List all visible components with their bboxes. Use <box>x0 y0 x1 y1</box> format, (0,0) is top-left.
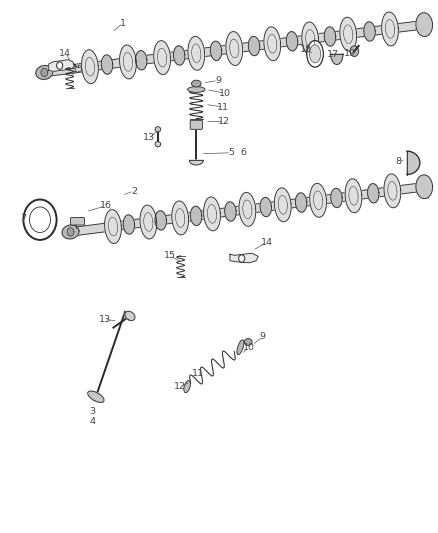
Text: 6: 6 <box>240 148 247 157</box>
Text: 13: 13 <box>99 315 111 324</box>
Polygon shape <box>49 60 75 71</box>
Polygon shape <box>204 197 220 231</box>
Circle shape <box>239 255 245 262</box>
Text: 4: 4 <box>89 417 95 426</box>
Polygon shape <box>41 68 48 77</box>
Ellipse shape <box>244 338 252 345</box>
Text: 3: 3 <box>89 407 95 416</box>
FancyBboxPatch shape <box>71 217 85 225</box>
Polygon shape <box>324 27 336 46</box>
Polygon shape <box>62 225 79 239</box>
Circle shape <box>29 207 50 232</box>
Polygon shape <box>101 55 113 74</box>
Polygon shape <box>331 188 342 207</box>
Polygon shape <box>384 174 401 208</box>
Text: 2: 2 <box>131 187 137 196</box>
Circle shape <box>57 62 63 69</box>
Text: 7: 7 <box>21 214 26 223</box>
Polygon shape <box>274 188 291 222</box>
Text: 12: 12 <box>218 117 230 126</box>
Text: 14: 14 <box>59 49 71 58</box>
Polygon shape <box>331 54 343 64</box>
Polygon shape <box>81 50 98 84</box>
Text: 10: 10 <box>243 343 254 352</box>
Polygon shape <box>123 215 134 234</box>
Ellipse shape <box>191 80 201 87</box>
Polygon shape <box>44 20 424 77</box>
Polygon shape <box>260 197 272 216</box>
Text: 9: 9 <box>260 332 266 341</box>
Polygon shape <box>155 211 166 230</box>
Text: 9: 9 <box>215 76 221 85</box>
Polygon shape <box>70 182 424 236</box>
Polygon shape <box>407 151 420 174</box>
FancyBboxPatch shape <box>190 120 202 130</box>
Polygon shape <box>310 183 326 217</box>
Polygon shape <box>230 253 258 263</box>
Polygon shape <box>381 12 399 46</box>
Polygon shape <box>191 206 202 225</box>
Text: 10: 10 <box>219 88 231 98</box>
Polygon shape <box>189 160 203 165</box>
Polygon shape <box>226 31 243 66</box>
Polygon shape <box>416 13 432 36</box>
Text: 8: 8 <box>395 157 401 166</box>
Text: 5: 5 <box>228 148 234 157</box>
Text: 18: 18 <box>300 45 311 54</box>
Polygon shape <box>120 45 136 79</box>
Circle shape <box>350 46 359 56</box>
Polygon shape <box>248 36 260 55</box>
Polygon shape <box>364 22 375 41</box>
Polygon shape <box>173 46 185 65</box>
Ellipse shape <box>184 381 191 393</box>
Polygon shape <box>154 41 170 75</box>
Polygon shape <box>286 31 298 51</box>
Polygon shape <box>210 41 222 60</box>
Polygon shape <box>125 311 135 320</box>
Text: 14: 14 <box>261 238 273 247</box>
Ellipse shape <box>187 86 205 92</box>
Text: 12: 12 <box>174 382 186 391</box>
Text: 19: 19 <box>344 50 356 58</box>
Polygon shape <box>239 192 256 227</box>
Polygon shape <box>188 36 205 70</box>
Polygon shape <box>172 201 188 235</box>
Text: 11: 11 <box>217 102 230 111</box>
Text: 13: 13 <box>143 133 155 142</box>
Ellipse shape <box>155 127 161 132</box>
Ellipse shape <box>155 142 161 147</box>
Polygon shape <box>340 17 357 51</box>
Text: 11: 11 <box>192 369 204 378</box>
Polygon shape <box>345 179 362 213</box>
Polygon shape <box>67 228 74 236</box>
Polygon shape <box>264 27 281 61</box>
Polygon shape <box>295 193 307 212</box>
Polygon shape <box>416 175 432 199</box>
Polygon shape <box>135 51 147 70</box>
Polygon shape <box>367 183 379 203</box>
Polygon shape <box>140 205 157 239</box>
Ellipse shape <box>307 41 323 67</box>
Polygon shape <box>225 202 236 221</box>
Polygon shape <box>36 66 53 79</box>
Text: 16: 16 <box>99 201 112 211</box>
Ellipse shape <box>237 340 244 355</box>
Polygon shape <box>302 22 318 56</box>
Text: 15: 15 <box>72 66 85 74</box>
Polygon shape <box>105 209 121 244</box>
Text: 15: 15 <box>164 252 176 260</box>
Circle shape <box>23 199 57 240</box>
Ellipse shape <box>309 45 321 63</box>
Text: 1: 1 <box>120 19 126 28</box>
Text: 17: 17 <box>326 51 339 59</box>
Polygon shape <box>88 391 104 402</box>
